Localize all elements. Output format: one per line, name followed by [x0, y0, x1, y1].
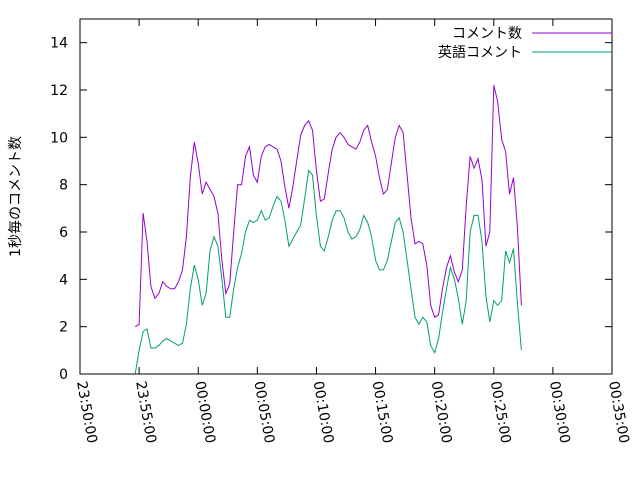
y-tick-label: 12: [50, 83, 68, 99]
x-tick-label: 00:00:00: [191, 380, 218, 445]
x-tick-label: 00:25:00: [487, 380, 514, 445]
legend-label-0: コメント数: [452, 26, 522, 42]
x-tick-label: 00:10:00: [310, 380, 337, 445]
x-tick-label: 00:30:00: [546, 380, 573, 445]
series-line-0: [134, 85, 522, 328]
y-axis-label: 1秒毎のコメント数: [8, 136, 24, 257]
y-tick-label: 8: [59, 178, 68, 194]
y-tick-label: 2: [59, 320, 68, 336]
y-tick-label: 6: [59, 225, 68, 241]
x-tick-label: 23:50:00: [73, 380, 100, 445]
legend-label-1: 英語コメント: [438, 44, 522, 61]
x-tick-label: 00:35:00: [605, 380, 632, 445]
x-tick-label: 00:20:00: [428, 380, 455, 445]
y-tick-label: 4: [59, 272, 68, 288]
x-tick-label: 00:15:00: [369, 380, 396, 445]
plot-area: 0 2 4 6 8 10 12 14 23:50:00 23:55:00 00:00:00 00:05…: [8, 18, 632, 445]
x-tick-label: 00:05:00: [250, 380, 277, 445]
x-tick-label: 23:55:00: [132, 380, 159, 445]
y-tick-label: 10: [50, 130, 68, 146]
y-tick-label: 0: [59, 367, 68, 383]
y-tick-label: 14: [50, 36, 68, 52]
series-line-1: [134, 169, 522, 375]
plot-frame: [79, 18, 613, 375]
